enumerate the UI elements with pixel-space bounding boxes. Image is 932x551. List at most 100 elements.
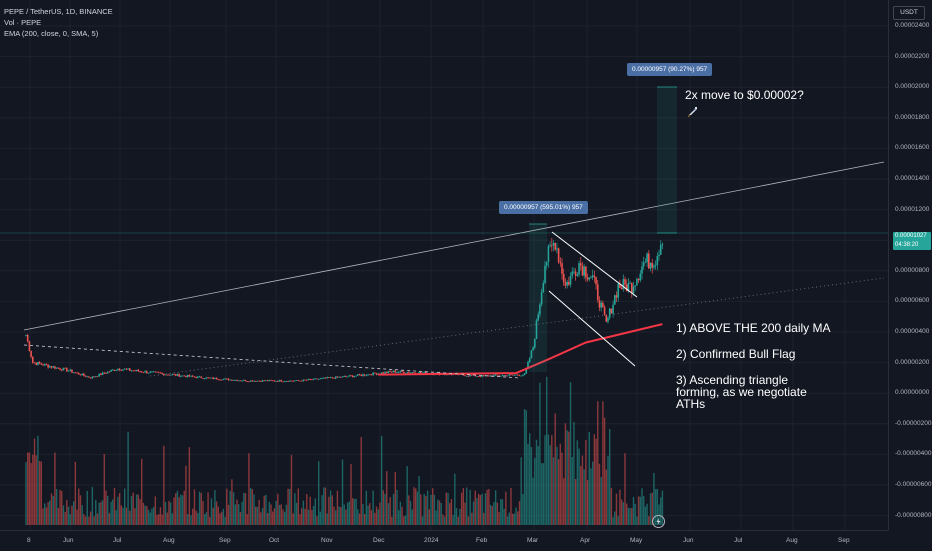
volume-bar <box>440 503 442 525</box>
volume-bar <box>510 487 512 525</box>
volume-bar <box>149 512 151 525</box>
lightning-icon[interactable] <box>652 515 665 528</box>
annotation-bull-flag[interactable]: 2) Confirmed Bull Flag <box>676 347 796 361</box>
candle-body <box>273 380 276 382</box>
candle-body <box>549 245 551 247</box>
candle-body <box>498 375 500 377</box>
volume-bar <box>55 489 58 525</box>
volume-bar <box>50 493 53 525</box>
candle-body <box>637 278 640 281</box>
volume-bar <box>546 376 548 525</box>
time-axis[interactable] <box>0 530 888 551</box>
volume-bar <box>125 507 128 525</box>
candle-body <box>67 370 70 372</box>
drawings <box>0 86 888 379</box>
time-tick: Oct <box>269 537 280 544</box>
volume-bar <box>244 493 247 525</box>
volume-label[interactable]: Vol · PEPE <box>4 18 42 27</box>
candle-body <box>91 376 94 379</box>
volume-bar <box>151 508 153 525</box>
candle-body <box>217 379 220 381</box>
price-chart[interactable] <box>0 0 888 530</box>
volume-bar <box>477 493 480 525</box>
volume-bar <box>530 447 533 525</box>
candle-body <box>656 255 659 266</box>
candle-body <box>465 375 468 377</box>
volume-bar <box>508 512 510 525</box>
candle-body <box>360 374 363 376</box>
measure-label-1[interactable]: 0.00000957 (595.01%) 957 <box>499 201 588 214</box>
volume-bar <box>28 452 31 525</box>
candle-body <box>331 377 334 379</box>
price-tick: 0.00002000 <box>895 83 930 91</box>
volume-bar <box>243 492 245 525</box>
volume-bar <box>595 438 597 525</box>
symbol-label[interactable]: PEPE / TetherUS, 1D, BINANCE <box>4 7 113 16</box>
candle-body <box>321 378 323 379</box>
volume-bar <box>358 513 361 525</box>
volume-bar <box>481 493 483 525</box>
candle-body <box>28 341 31 352</box>
candle-body <box>343 376 346 377</box>
candle-body <box>146 371 148 374</box>
volume-bar <box>246 514 248 525</box>
time-tick: 2024 <box>424 537 439 544</box>
candle-body <box>479 376 482 378</box>
volume-bar <box>637 496 640 525</box>
volume-bar <box>141 458 143 525</box>
volume-bar <box>540 463 543 525</box>
measure-label-2[interactable]: 0.00000957 (90.27%) 957 <box>627 63 713 76</box>
candle-body <box>525 368 528 374</box>
volume-bar <box>537 446 539 525</box>
volume-bar <box>426 490 429 525</box>
annotation-triangle[interactable]: 3) Ascending triangle forming, as we neg… <box>676 374 807 410</box>
volume-bar <box>280 504 282 525</box>
volume-bar <box>202 500 204 525</box>
annotation-ma[interactable]: 1) ABOVE THE 200 daily MA <box>676 321 831 335</box>
price-axis[interactable] <box>888 0 932 530</box>
candle-body <box>188 375 191 377</box>
candle-body <box>300 380 303 382</box>
volume-bar <box>302 500 305 525</box>
volume-bar <box>144 505 146 525</box>
candle-body <box>55 367 58 369</box>
candle-body <box>554 242 557 250</box>
volume-bar <box>455 508 458 525</box>
volume-bar <box>45 507 48 525</box>
ema-label[interactable]: EMA (200, close, 0, SMA, 5) <box>4 29 99 38</box>
volume-bar <box>158 514 160 525</box>
volume-bar <box>644 506 647 525</box>
candle-body <box>397 372 400 373</box>
candle-body <box>476 376 478 377</box>
volume-bar <box>197 512 199 525</box>
volume-bar <box>365 490 368 525</box>
volume-bar <box>387 503 390 525</box>
volume-bar <box>91 487 94 525</box>
volume-bar <box>231 479 233 525</box>
volume-bar <box>49 500 51 525</box>
candle-body <box>270 380 272 381</box>
candle-body <box>227 378 230 381</box>
currency-label[interactable]: USDT <box>893 6 925 20</box>
volume-bar <box>401 506 403 525</box>
target-note[interactable]: 2x move to $0.00002? <box>685 88 804 102</box>
volume-bar <box>336 490 339 525</box>
volume-bar <box>501 499 504 525</box>
candle-body <box>307 379 310 381</box>
candle-body <box>163 373 165 376</box>
price-tick: -0.00000600 <box>895 481 932 488</box>
candle-body <box>222 379 225 380</box>
candle-body <box>506 375 509 377</box>
candle-body <box>120 370 123 371</box>
candle-body <box>79 374 82 376</box>
candle-body <box>362 374 364 376</box>
volume-bar <box>292 513 294 525</box>
volume-bar <box>290 454 293 525</box>
volume-bar <box>129 510 131 525</box>
volume-bar <box>496 502 499 525</box>
volume-bar <box>89 511 92 525</box>
candle-body <box>544 265 546 284</box>
candle-body <box>382 372 385 374</box>
candle-body <box>208 377 211 379</box>
